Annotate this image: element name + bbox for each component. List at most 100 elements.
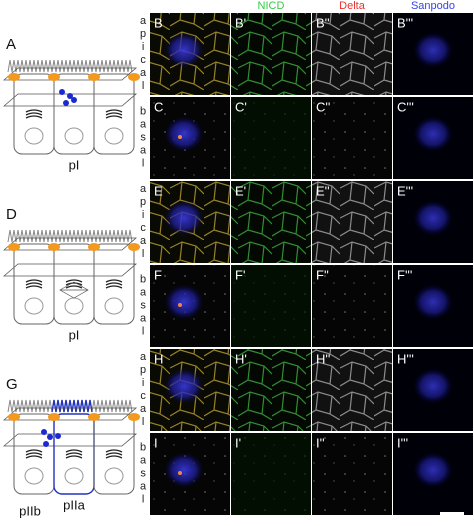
micrograph-panel: H bbox=[150, 349, 230, 431]
panel-label: I''' bbox=[397, 435, 408, 450]
cell-label: pIIb bbox=[19, 503, 41, 518]
panel-label: F bbox=[154, 267, 162, 282]
panel-label: E''' bbox=[397, 183, 413, 198]
panel-label: F' bbox=[235, 267, 245, 282]
panel-label: H'' bbox=[316, 351, 330, 366]
sanpodo-signal bbox=[164, 284, 204, 320]
panel-image bbox=[231, 349, 311, 431]
micrograph-panel: I''' bbox=[393, 433, 473, 515]
panel-image bbox=[231, 181, 311, 263]
golgi bbox=[105, 112, 123, 116]
golgi bbox=[105, 449, 123, 453]
cilia-highlight bbox=[51, 399, 93, 413]
cell bbox=[13, 243, 55, 325]
micrograph-panel: H' bbox=[231, 349, 311, 431]
vesicle bbox=[59, 89, 65, 95]
golgi bbox=[105, 455, 123, 459]
side-label: basal bbox=[137, 274, 149, 339]
panel-label: C' bbox=[235, 99, 247, 114]
cell bbox=[93, 243, 135, 325]
golgi bbox=[65, 282, 83, 286]
nucleus bbox=[24, 297, 44, 315]
cell bbox=[93, 73, 135, 155]
vesicle bbox=[63, 100, 69, 106]
micrograph-panel: E bbox=[150, 181, 230, 263]
junction bbox=[128, 413, 140, 421]
micrograph-panel: C'' bbox=[312, 97, 392, 179]
delta-spot bbox=[178, 471, 182, 475]
golgi bbox=[25, 455, 43, 459]
nucleus bbox=[104, 297, 124, 315]
micrograph-panel: I bbox=[150, 433, 230, 515]
nucleus bbox=[64, 467, 84, 485]
schematic: DpI bbox=[2, 206, 140, 342]
golgi bbox=[65, 285, 83, 289]
nucleus bbox=[64, 297, 84, 315]
panel-label: B bbox=[154, 15, 163, 30]
apical-plane bbox=[2, 67, 138, 81]
micrograph-panel: I' bbox=[231, 433, 311, 515]
panel-label: I' bbox=[235, 435, 241, 450]
vesicle bbox=[47, 434, 53, 440]
schematic-label: G bbox=[6, 376, 18, 393]
panel-label: C bbox=[154, 99, 163, 114]
column-header: NICD bbox=[258, 0, 285, 12]
side-label: apical bbox=[137, 15, 149, 93]
sanpodo-signal bbox=[413, 200, 453, 236]
sanpodo-signal bbox=[413, 284, 453, 320]
micrograph-panel: H''' bbox=[393, 349, 473, 431]
panel-label: H''' bbox=[397, 351, 414, 366]
panel-label: H' bbox=[235, 351, 247, 366]
panel-label: F''' bbox=[397, 267, 412, 282]
panel-label: B'' bbox=[316, 15, 330, 30]
schematic-label: D bbox=[6, 206, 17, 223]
golgi bbox=[65, 452, 83, 456]
side-label: apical bbox=[137, 351, 149, 429]
sanpodo-signal bbox=[413, 452, 453, 488]
junction bbox=[88, 413, 100, 421]
panel-label: B''' bbox=[397, 15, 413, 30]
panel-label: I bbox=[154, 435, 158, 450]
cell bbox=[53, 413, 95, 495]
panel-label: F'' bbox=[316, 267, 329, 282]
micrograph-panel: B bbox=[150, 13, 230, 95]
micrograph-panel: B'' bbox=[312, 13, 392, 95]
golgi bbox=[65, 455, 83, 459]
vesicle bbox=[67, 93, 73, 99]
micrograph-panel: F''' bbox=[393, 265, 473, 347]
micrograph-panel: H'' bbox=[312, 349, 392, 431]
delta-spot bbox=[178, 303, 182, 307]
panel-image bbox=[312, 349, 392, 431]
golgi bbox=[25, 279, 43, 283]
cell bbox=[53, 243, 95, 325]
panel-image bbox=[312, 181, 392, 263]
micrograph-panel: B' bbox=[231, 13, 311, 95]
golgi bbox=[25, 115, 43, 119]
sanpodo-signal bbox=[164, 452, 204, 488]
nucleus bbox=[24, 467, 44, 485]
micrograph-panel: E'' bbox=[312, 181, 392, 263]
cell-label: pIIa bbox=[63, 497, 85, 512]
panel-label: B' bbox=[235, 15, 246, 30]
golgi bbox=[105, 115, 123, 119]
cell-label: pI bbox=[69, 327, 80, 342]
cell bbox=[13, 413, 55, 495]
junction bbox=[88, 243, 100, 251]
panel-label: H bbox=[154, 351, 163, 366]
micrograph-panel: F' bbox=[231, 265, 311, 347]
golgi bbox=[105, 285, 123, 289]
apical-plane bbox=[2, 407, 138, 421]
cilia bbox=[7, 229, 133, 243]
column-header: Delta bbox=[339, 0, 366, 12]
junction bbox=[8, 413, 20, 421]
golgi bbox=[65, 449, 83, 453]
scale-bar bbox=[440, 512, 464, 515]
junction bbox=[8, 73, 20, 81]
micrograph-panel: F'' bbox=[312, 265, 392, 347]
sanpodo-signal bbox=[164, 32, 204, 68]
panel-tint bbox=[231, 265, 311, 347]
cell bbox=[13, 73, 55, 155]
nucleus bbox=[104, 127, 124, 145]
sanpodo-signal bbox=[413, 32, 453, 68]
